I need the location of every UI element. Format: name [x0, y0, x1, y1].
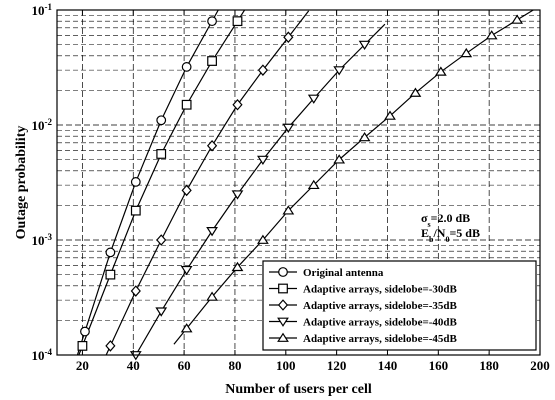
series-4-point-10: [358, 40, 371, 51]
x-tick-label-140: 140: [378, 358, 398, 373]
series-5-point-5: [282, 205, 295, 215]
series-3-point-5: [206, 139, 218, 152]
series-line-4: [135, 23, 386, 355]
series-5-point-2: [206, 291, 218, 301]
series-5-point-1: [180, 323, 193, 333]
series-5-point-6: [307, 179, 320, 190]
series-5-point-7: [333, 154, 346, 164]
axes: 20 40 60 80 100 120 140 160 180 200 10-4 10-3 10-2 10…: [14, 2, 550, 397]
series-1-point-5: [181, 62, 192, 72]
y-tick-label: 10-2: [32, 117, 53, 133]
series-3-point-7: [257, 64, 269, 76]
x-tick-label-160: 160: [429, 358, 449, 373]
series-2-point-4: [156, 149, 167, 159]
legend-label-1: Original antenna: [303, 267, 384, 279]
series-line-3: [105, 10, 310, 355]
series-5-point-10: [409, 87, 422, 97]
y-tick-label: 10-1: [32, 2, 53, 18]
series-5-point-8: [358, 131, 371, 142]
legend-marker-1: [278, 267, 288, 277]
plot-frame: [56, 9, 541, 356]
annotation-line-2: Eb/N0=5 dB: [421, 226, 480, 244]
series-3-point-4: [181, 184, 192, 197]
series-5-point-14: [511, 14, 524, 24]
series-2-point-1: [77, 340, 88, 351]
legend-marker-2: [278, 283, 288, 294]
series-5-point-3: [231, 261, 244, 272]
series-4-point-5: [231, 190, 244, 200]
legend-box: [262, 260, 537, 351]
x-tick-label-120: 120: [327, 358, 347, 373]
series-4-point-9: [333, 66, 346, 76]
series-4-point-8: [307, 94, 320, 104]
annotation-line-1: σs=2.0 dB: [421, 211, 470, 229]
series-2-point-2: [105, 269, 116, 280]
series-1-point-1: [80, 326, 90, 337]
series-3-point-6: [232, 98, 243, 111]
series-4-point-4: [206, 226, 218, 237]
series-1-point-2: [105, 247, 116, 258]
grid: [57, 10, 540, 355]
series-5-point-12: [460, 47, 473, 58]
series-2-point-6: [207, 56, 217, 66]
series-4-point-3: [180, 265, 193, 276]
x-axis-label: Number of users per cell: [225, 382, 372, 397]
legend-marker-4: [277, 317, 289, 327]
x-tick-label-60: 60: [178, 358, 191, 373]
series-5-point-9: [384, 110, 396, 120]
series-4-point-6: [257, 155, 269, 166]
sigma-eb-annotation: σs=2.0 dB Eb/N0=5 dB: [421, 211, 480, 244]
series-3-point-2: [130, 285, 141, 297]
legend-label-5: Adaptive arrays, sidelobe=-45dB: [303, 333, 458, 345]
series-1-point-4: [156, 115, 167, 126]
legend-marker-5: [277, 332, 289, 342]
y-tick-label: 10-3: [32, 232, 53, 248]
legend-label-4: Adaptive arrays, sidelobe=-40dB: [303, 317, 458, 329]
y-axis-label: Outage probability: [14, 126, 29, 240]
x-tick-label-40: 40: [127, 358, 140, 373]
series-line-2: [78, 10, 246, 355]
series-5-point-11: [434, 66, 447, 76]
series-4-point-7: [282, 123, 295, 133]
x-tick-label-80: 80: [228, 358, 241, 373]
series-5-point-13: [485, 30, 498, 40]
x-tick-label-200: 200: [530, 358, 550, 373]
series-2-point-7: [232, 16, 243, 27]
series-line-1: [76, 10, 219, 355]
series-5-point-4: [257, 234, 269, 244]
series-3-point-1: [105, 340, 116, 352]
y-tick-label: 10-4: [32, 347, 53, 363]
series-3-point-3: [156, 234, 167, 246]
legend: Original antenna Adaptive arrays, sidelob…: [262, 260, 537, 351]
series-2-point-5: [181, 99, 192, 110]
series-layer: [76, 10, 535, 355]
x-tick-label-100: 100: [276, 358, 296, 373]
series-4-point-2: [155, 307, 168, 317]
series-1-point-6: [207, 16, 217, 27]
x-tick-label-20: 20: [76, 358, 89, 373]
series-1-point-3: [130, 177, 141, 187]
legend-marker-3: [277, 299, 289, 311]
legend-label-3: Adaptive arrays, sidelobe=-35dB: [303, 300, 458, 312]
series-3-point-8: [283, 31, 294, 44]
series-line-5: [173, 10, 535, 345]
legend-label-2: Adaptive arrays, sidelobe=-30dB: [303, 284, 458, 296]
series-2-point-3: [130, 205, 141, 216]
x-tick-label-180: 180: [479, 358, 499, 373]
